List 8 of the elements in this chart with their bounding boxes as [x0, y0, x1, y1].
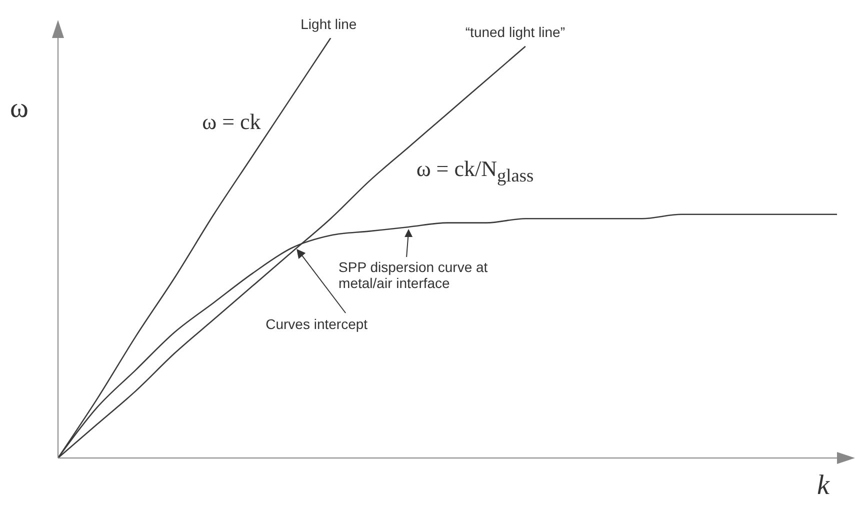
- annotation: Curves intercept: [266, 316, 368, 332]
- series-label: Light line: [300, 16, 357, 32]
- legend-label: SPP dispersion curve at metal/air interface: [338, 259, 489, 292]
- annotation: ω = ck/N$_{glass}$: [416, 156, 534, 186]
- series-label: “tuned light line”: [465, 24, 566, 40]
- y-axis-title: ω: [10, 93, 28, 126]
- x-axis-title: k: [817, 470, 830, 502]
- annotation: ω = ck: [202, 109, 261, 135]
